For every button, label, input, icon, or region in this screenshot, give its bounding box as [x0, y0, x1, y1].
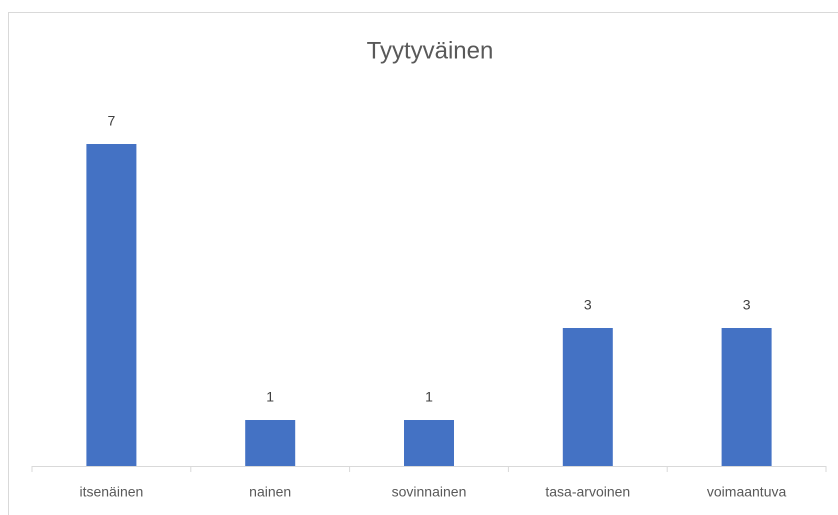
data-label: 3 [584, 297, 592, 313]
data-label: 7 [108, 113, 116, 129]
bar [86, 144, 137, 466]
x-tick-label: itsenäinen [79, 484, 143, 500]
data-label: 3 [743, 297, 751, 313]
x-tick-label: voimaantuva [707, 484, 787, 500]
x-tick-label: sovinnainen [392, 484, 467, 500]
bar [245, 420, 296, 466]
data-label: 1 [266, 389, 274, 405]
data-label: 1 [425, 389, 433, 405]
x-tick-label: nainen [249, 484, 291, 500]
chart-title: Tyytyväinen [367, 37, 494, 64]
bar [721, 328, 772, 466]
bar [404, 420, 454, 466]
bar [562, 328, 613, 466]
x-tick-label: tasa-arvoinen [545, 484, 630, 500]
